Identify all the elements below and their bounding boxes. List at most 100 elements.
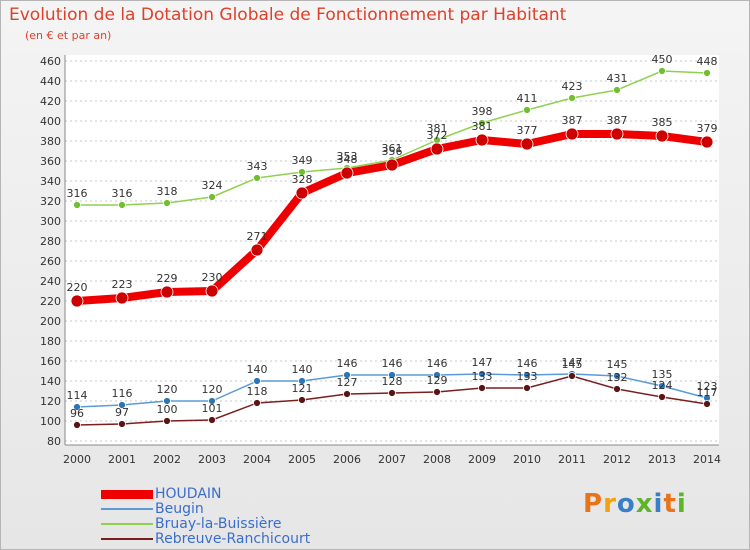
data-label-houdain: 387 xyxy=(562,114,583,127)
data-label-beugin: 147 xyxy=(472,356,493,369)
data-point-rebreuve-ranchicourt xyxy=(388,389,396,397)
data-point-houdain xyxy=(610,127,624,141)
data-label-beugin: 140 xyxy=(247,363,268,376)
data-label-houdain: 379 xyxy=(697,122,718,135)
y-tick-label: 200 xyxy=(40,315,61,328)
legend-swatch xyxy=(101,523,153,525)
data-label-bruay-la-buissi-re: 398 xyxy=(472,105,493,118)
data-point-beugin xyxy=(388,371,396,379)
data-point-beugin xyxy=(253,377,261,385)
data-point-bruay-la-buissi-re xyxy=(73,201,81,209)
data-label-rebreuve-ranchicourt: 97 xyxy=(115,406,129,419)
logo-letter: r xyxy=(603,489,617,519)
data-point-beugin xyxy=(298,377,306,385)
y-tick-label: 280 xyxy=(40,235,61,248)
y-tick-label: 100 xyxy=(40,415,61,428)
data-point-houdain xyxy=(700,135,714,149)
data-point-rebreuve-ranchicourt xyxy=(208,416,216,424)
y-tick-label: 140 xyxy=(40,375,61,388)
data-point-houdain xyxy=(340,166,354,180)
x-tick-label: 2012 xyxy=(603,453,631,466)
data-label-beugin: 116 xyxy=(112,387,133,400)
data-label-houdain: 220 xyxy=(67,281,88,294)
data-point-rebreuve-ranchicourt xyxy=(658,393,666,401)
y-tick-label: 240 xyxy=(40,275,61,288)
data-label-beugin: 120 xyxy=(202,383,223,396)
data-label-beugin: 147 xyxy=(562,356,583,369)
data-point-beugin xyxy=(343,371,351,379)
data-point-beugin xyxy=(208,397,216,405)
data-label-bruay-la-buissi-re: 411 xyxy=(517,92,538,105)
data-point-beugin xyxy=(613,372,621,380)
data-label-rebreuve-ranchicourt: 127 xyxy=(337,376,358,389)
data-label-beugin: 140 xyxy=(292,363,313,376)
data-point-houdain xyxy=(430,142,444,156)
data-label-houdain: 377 xyxy=(517,124,538,137)
data-label-houdain: 372 xyxy=(427,129,448,142)
data-point-bruay-la-buissi-re xyxy=(298,168,306,176)
data-point-houdain xyxy=(115,291,129,305)
data-point-beugin xyxy=(118,401,126,409)
y-tick-label: 260 xyxy=(40,255,61,268)
data-label-houdain: 387 xyxy=(607,114,628,127)
data-point-bruay-la-buissi-re xyxy=(118,201,126,209)
plot-area xyxy=(65,55,719,445)
y-tick-label: 300 xyxy=(40,215,61,228)
data-point-bruay-la-buissi-re xyxy=(703,69,711,77)
x-tick-label: 2014 xyxy=(693,453,721,466)
legend-label: Bruay-la-Buissière xyxy=(155,516,282,532)
data-label-bruay-la-buissi-re: 361 xyxy=(382,142,403,155)
data-point-rebreuve-ranchicourt xyxy=(568,372,576,380)
data-point-houdain xyxy=(520,137,534,151)
x-tick-label: 2003 xyxy=(198,453,226,466)
data-label-beugin: 146 xyxy=(337,357,358,370)
data-label-bruay-la-buissi-re: 423 xyxy=(562,80,583,93)
legend-swatch xyxy=(101,508,153,510)
data-label-rebreuve-ranchicourt: 129 xyxy=(427,374,448,387)
data-label-houdain: 356 xyxy=(382,145,403,158)
data-point-rebreuve-ranchicourt xyxy=(523,384,531,392)
data-label-beugin: 145 xyxy=(607,358,628,371)
legend-item: Bruay-la-Buissière xyxy=(101,516,281,532)
data-label-houdain: 348 xyxy=(337,153,358,166)
data-point-bruay-la-buissi-re xyxy=(163,199,171,207)
data-label-houdain: 230 xyxy=(202,271,223,284)
chart-title: Evolution de la Dotation Globale de Fonc… xyxy=(9,5,567,25)
data-label-bruay-la-buissi-re: 324 xyxy=(202,179,223,192)
data-point-houdain xyxy=(160,285,174,299)
data-label-bruay-la-buissi-re: 318 xyxy=(157,185,178,198)
logo-letter: P xyxy=(583,489,604,519)
data-label-bruay-la-buissi-re: 316 xyxy=(67,187,88,200)
y-tick-label: 380 xyxy=(40,135,61,148)
data-label-bruay-la-buissi-re: 353 xyxy=(337,150,358,163)
legend-swatch xyxy=(101,538,153,540)
data-label-bruay-la-buissi-re: 431 xyxy=(607,72,628,85)
y-tick-label: 320 xyxy=(40,195,61,208)
data-point-rebreuve-ranchicourt xyxy=(73,421,81,429)
x-tick-label: 2005 xyxy=(288,453,316,466)
x-tick-label: 2002 xyxy=(153,453,181,466)
y-tick-label: 80 xyxy=(47,435,61,448)
data-point-bruay-la-buissi-re xyxy=(658,67,666,75)
data-point-houdain xyxy=(385,158,399,172)
data-point-bruay-la-buissi-re xyxy=(613,86,621,94)
data-label-houdain: 385 xyxy=(652,116,673,129)
data-point-rebreuve-ranchicourt xyxy=(253,399,261,407)
data-point-houdain xyxy=(565,127,579,141)
data-label-bruay-la-buissi-re: 343 xyxy=(247,160,268,173)
y-tick-label: 420 xyxy=(40,95,61,108)
x-tick-label: 2010 xyxy=(513,453,541,466)
data-point-bruay-la-buissi-re xyxy=(208,193,216,201)
data-label-rebreuve-ranchicourt: 118 xyxy=(247,385,268,398)
y-tick-label: 160 xyxy=(40,355,61,368)
data-label-rebreuve-ranchicourt: 96 xyxy=(70,407,84,420)
x-tick-label: 2001 xyxy=(108,453,136,466)
data-label-rebreuve-ranchicourt: 124 xyxy=(652,379,673,392)
data-label-houdain: 229 xyxy=(157,272,178,285)
y-tick-label: 340 xyxy=(40,175,61,188)
data-label-bruay-la-buissi-re: 381 xyxy=(427,122,448,135)
legend-label: HOUDAIN xyxy=(155,486,222,502)
y-tick-label: 440 xyxy=(40,75,61,88)
y-tick-label: 180 xyxy=(40,335,61,348)
data-point-bruay-la-buissi-re xyxy=(478,119,486,127)
